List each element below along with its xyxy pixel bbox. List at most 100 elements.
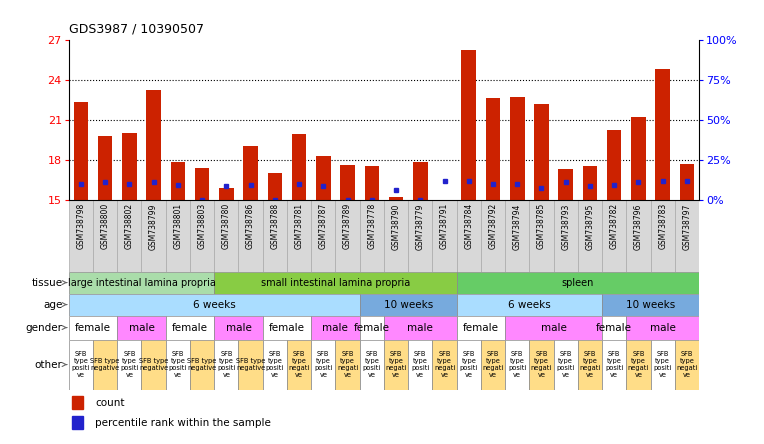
Bar (626, 340, 651, 389)
Text: GSM738782: GSM738782 (610, 203, 619, 249)
Text: GDS3987 / 10390507: GDS3987 / 10390507 (69, 22, 204, 35)
Bar (190, 199, 214, 272)
Bar (457, 340, 481, 389)
Text: SFB
type
negati
ve: SFB type negati ve (482, 351, 503, 378)
Text: female: female (463, 322, 499, 333)
Bar (166, 340, 190, 389)
Text: GSM738786: GSM738786 (246, 203, 255, 250)
Text: GSM738789: GSM738789 (343, 203, 352, 250)
Text: age: age (43, 300, 63, 309)
Bar (408, 199, 432, 272)
Bar (122, 133, 137, 199)
Bar (335, 340, 360, 389)
Text: male: male (649, 322, 675, 333)
Bar (360, 199, 384, 272)
Bar (602, 340, 626, 389)
Text: 10 weeks: 10 weeks (626, 300, 675, 309)
Bar (238, 340, 263, 389)
Bar (384, 340, 408, 389)
Bar (69, 340, 93, 389)
Text: GSM738778: GSM738778 (367, 203, 377, 250)
Bar (69, 272, 214, 293)
Text: SFB
type
positi
ve: SFB type positi ve (120, 351, 138, 378)
Text: SFB
type
negati
ve: SFB type negati ve (385, 351, 406, 378)
Text: female: female (172, 322, 208, 333)
Text: SFB type
negative: SFB type negative (90, 358, 120, 371)
Text: female: female (75, 322, 111, 333)
Text: SFB type
negative: SFB type negative (236, 358, 265, 371)
Bar (486, 98, 500, 199)
Bar (457, 316, 505, 340)
Text: SFB
type
positi
ve: SFB type positi ve (411, 351, 429, 378)
Bar (583, 166, 597, 199)
Text: SFB
type
positi
ve: SFB type positi ve (266, 351, 284, 378)
Text: SFB
type
positi
ve: SFB type positi ve (314, 351, 332, 378)
Text: GSM738797: GSM738797 (682, 203, 691, 250)
Bar (69, 199, 93, 272)
Bar (72, 396, 83, 408)
Bar (287, 199, 311, 272)
Bar (117, 316, 166, 340)
Bar (651, 199, 675, 272)
Bar (72, 416, 83, 428)
Text: SFB type
negative: SFB type negative (139, 358, 168, 371)
Bar (166, 316, 214, 340)
Text: female: female (354, 322, 390, 333)
Bar (413, 162, 428, 199)
Bar (141, 199, 166, 272)
Text: GSM738792: GSM738792 (488, 203, 497, 250)
Text: 6 weeks: 6 weeks (508, 300, 551, 309)
Bar (534, 103, 549, 199)
Bar (316, 155, 331, 199)
Bar (360, 316, 384, 340)
Text: SFB
type
positi
ve: SFB type positi ve (605, 351, 623, 378)
Bar (311, 199, 335, 272)
Text: GSM738800: GSM738800 (101, 203, 109, 250)
Text: male: male (128, 322, 154, 333)
Bar (311, 316, 360, 340)
Bar (675, 199, 699, 272)
Bar (287, 340, 311, 389)
Bar (481, 199, 505, 272)
Text: SFB
type
negati
ve: SFB type negati ve (434, 351, 455, 378)
Text: SFB
type
negati
ve: SFB type negati ve (531, 351, 552, 378)
Bar (457, 293, 602, 316)
Text: GSM738790: GSM738790 (391, 203, 400, 250)
Bar (243, 146, 258, 199)
Text: male: male (225, 322, 251, 333)
Text: GSM738780: GSM738780 (222, 203, 231, 250)
Bar (607, 130, 621, 199)
Bar (554, 340, 578, 389)
Bar (195, 167, 209, 199)
Text: GSM738798: GSM738798 (76, 203, 86, 250)
Bar (505, 199, 529, 272)
Bar (675, 340, 699, 389)
Bar (214, 199, 238, 272)
Bar (602, 293, 699, 316)
Text: GSM738787: GSM738787 (319, 203, 328, 250)
Text: GSM738793: GSM738793 (562, 203, 570, 250)
Bar (214, 340, 238, 389)
Text: spleen: spleen (562, 278, 594, 288)
Bar (626, 199, 651, 272)
Bar (335, 199, 360, 272)
Bar (602, 316, 626, 340)
Text: SFB
type
positi
ve: SFB type positi ve (72, 351, 90, 378)
Bar (93, 199, 117, 272)
Bar (117, 199, 141, 272)
Text: GSM738783: GSM738783 (659, 203, 667, 250)
Bar (529, 340, 554, 389)
Text: GSM738796: GSM738796 (634, 203, 643, 250)
Bar (98, 135, 112, 199)
Text: GSM738785: GSM738785 (537, 203, 546, 250)
Text: GSM738801: GSM738801 (173, 203, 183, 249)
Bar (656, 69, 670, 199)
Text: GSM738794: GSM738794 (513, 203, 522, 250)
Bar (457, 199, 481, 272)
Bar (408, 340, 432, 389)
Bar (69, 293, 360, 316)
Bar (214, 272, 457, 293)
Text: SFB
type
positi
ve: SFB type positi ve (363, 351, 381, 378)
Bar (631, 117, 646, 199)
Text: percentile rank within the sample: percentile rank within the sample (96, 417, 271, 428)
